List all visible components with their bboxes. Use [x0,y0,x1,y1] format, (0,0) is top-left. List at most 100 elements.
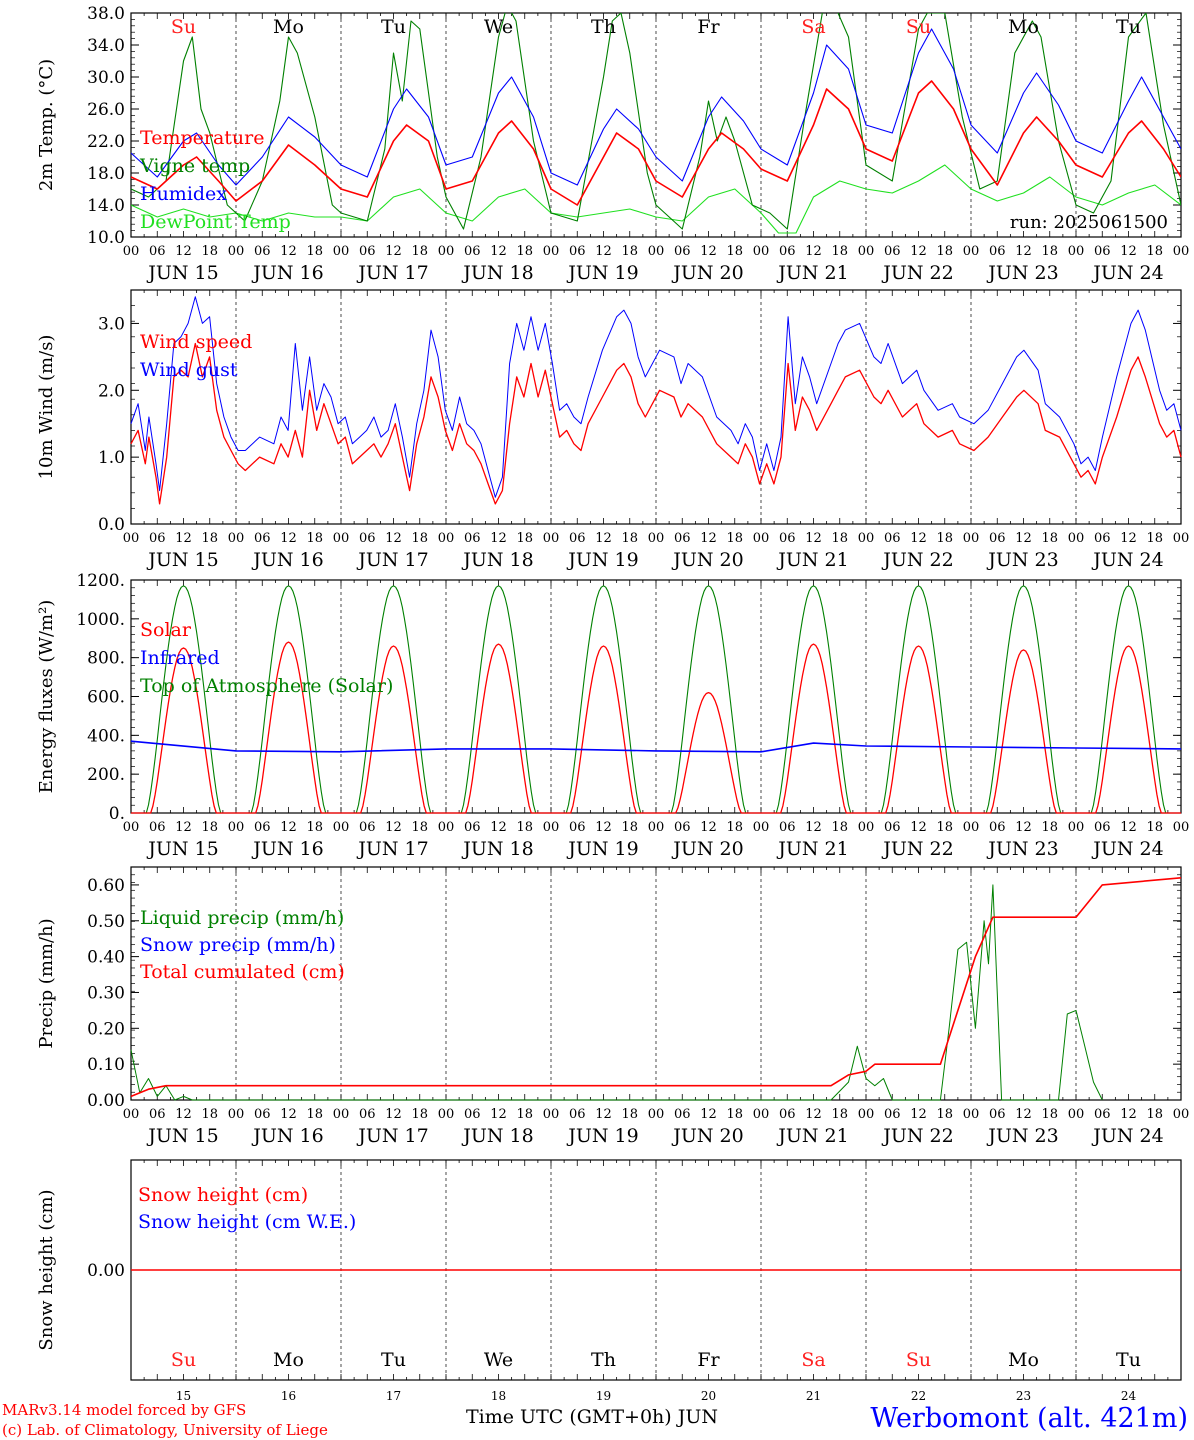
hour-label: 18 [1041,1107,1058,1122]
weekday-label: Su [906,16,931,38]
weekday-label: Mo [1008,16,1039,38]
hour-label: 12 [1015,531,1032,546]
hour-label: 18 [411,244,428,259]
legend-entry: Humidex [140,183,227,205]
date-label: JUN 16 [251,549,323,571]
legend-entry: Snow height (cm) [138,1184,308,1206]
hour-label: 12 [805,1107,822,1122]
hour-label: 00 [438,1107,455,1122]
y-tick-label: 0.60 [87,876,125,896]
wind-speed-line [130,342,1182,505]
hour-label: 18 [1146,244,1163,259]
legend-entry: Wind speed [140,331,252,353]
hour-label: 06 [674,531,691,546]
weekday-label: Sa [801,16,825,38]
y-tick-label: 0. [109,804,125,824]
hour-label: 00 [963,820,980,835]
liquid-precip-line [130,884,1103,1101]
hour-label: 00 [648,531,665,546]
hour-label: 00 [1173,820,1190,835]
hour-label: 06 [779,1107,796,1122]
date-label: JUN 23 [986,262,1058,284]
day-number: 21 [806,1389,821,1403]
hour-label: 18 [1146,820,1163,835]
y-tick-label: 1000. [76,610,125,630]
hour-label: 12 [1015,1107,1032,1122]
hour-label: 18 [1146,1107,1163,1122]
weekday-label: Tu [1116,16,1141,38]
hour-label: 00 [648,820,665,835]
panel-4: 0.00 0.10 0.20 0.30 0.40 0.50 0.60 Precip (mm/h… [36,866,1189,1147]
hour-label: 12 [805,820,822,835]
legend-entry: DewPoint Temp [140,211,291,233]
day-number: 15 [176,1389,191,1403]
hour-label: 06 [1094,531,1111,546]
hour-label: 06 [989,1107,1006,1122]
hour-label: 06 [1094,1107,1111,1122]
hour-label: 06 [569,1107,586,1122]
hour-label: 12 [910,820,927,835]
date-label: JUN 21 [776,838,848,860]
x-axis-label: Time UTC (GMT+0h) JUN [466,1406,718,1428]
legend-entry: Wind gust [140,359,238,381]
hour-label: 12 [280,820,297,835]
weekday-label: Su [171,1349,196,1371]
date-label: JUN 24 [1091,262,1163,284]
y-tick-label: 26.0 [87,100,125,120]
hour-label: 00 [543,244,560,259]
hour-label: 06 [1094,820,1111,835]
wind-gust-line [130,296,1182,498]
y-tick-label: 400. [87,726,125,746]
hour-label: 00 [543,1107,560,1122]
hour-label: 06 [989,531,1006,546]
hour-label: 00 [228,244,245,259]
hour-label: 12 [175,531,192,546]
legend-entry: Infrared [140,647,220,669]
day-number: 17 [386,1389,401,1403]
y-tick-label: 2.0 [98,381,125,401]
temperature-line [131,80,1181,206]
hour-label: 06 [464,244,481,259]
day-number: 23 [1016,1389,1031,1403]
date-label: JUN 18 [461,838,533,860]
hour-label: 00 [543,531,560,546]
hour-label: 06 [884,1107,901,1122]
hour-label: 00 [753,1107,770,1122]
legend-entry: Solar [140,619,192,641]
weekday-label: Sa [801,1349,825,1371]
hour-label: 00 [858,531,875,546]
hour-label: 12 [910,531,927,546]
hour-label: 18 [936,531,953,546]
hour-label: 18 [201,1107,218,1122]
solar-line [131,641,1181,814]
date-label: JUN 18 [461,262,533,284]
y-tick-label: 0.40 [87,948,125,968]
hour-label: 18 [306,1107,323,1122]
hour-label: 12 [700,1107,717,1122]
date-label: JUN 23 [986,549,1058,571]
hour-label: 00 [1173,531,1190,546]
hour-label: 12 [280,244,297,259]
hour-label: 12 [175,1107,192,1122]
hour-label: 06 [254,820,271,835]
hour-label: 06 [464,820,481,835]
hour-label: 12 [490,244,507,259]
hour-label: 00 [333,531,350,546]
hour-label: 06 [569,531,586,546]
panel-1: 10.0 14.0 18.0 22.0 26.0 30.0 34.0 38.0 2m Temp.… [36,4,1189,284]
hour-label: 00 [648,1107,665,1122]
weekday-label: We [484,1349,513,1371]
hour-label: 00 [648,244,665,259]
hour-label: 06 [464,1107,481,1122]
y-tick-label: 14.0 [87,196,125,216]
date-label: JUN 19 [566,838,638,860]
hour-label: 18 [1041,820,1058,835]
weekday-label: Mo [1008,1349,1039,1371]
hour-label: 18 [306,244,323,259]
legend-entry: Temperature [140,127,264,149]
hour-label: 00 [123,1107,140,1122]
hour-label: 06 [359,244,376,259]
date-label: JUN 19 [566,549,638,571]
y-axis-label: Precip (mm/h) [36,918,57,1048]
